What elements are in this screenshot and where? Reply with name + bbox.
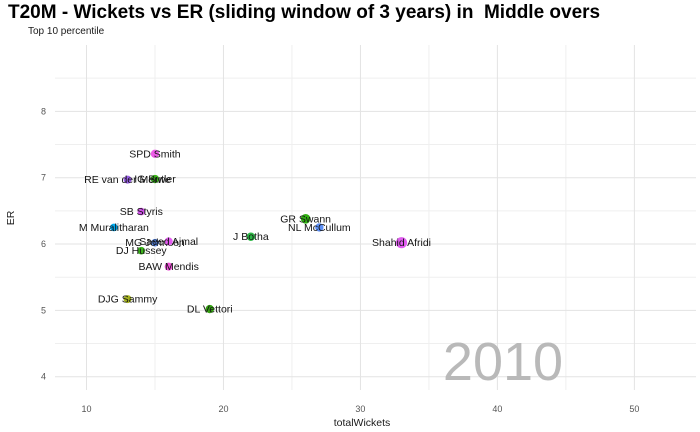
data-point [151, 238, 159, 247]
data-point [164, 237, 173, 246]
data-point [123, 175, 132, 184]
chart-title: T20M - Wickets vs ER (sliding window of … [8, 2, 601, 23]
data-point [246, 232, 256, 241]
data-point [164, 262, 173, 271]
y-tick-label: 4 [41, 372, 46, 382]
y-tick-label: 7 [41, 173, 46, 183]
data-point-label: J Botha [233, 231, 269, 243]
data-point-label: RE van der Merwe [84, 174, 171, 186]
data-point [315, 223, 324, 232]
data-point-label: SPD Smith [129, 148, 181, 160]
x-tick-label: 20 [218, 404, 228, 414]
data-point-label: DL Vettori [187, 304, 233, 316]
x-tick-label: 40 [492, 404, 502, 414]
data-point [150, 174, 160, 184]
data-point-label: GR Swann [280, 213, 331, 225]
data-point [205, 304, 214, 314]
y-tick-label: 5 [41, 305, 46, 315]
data-point-label: BAW Mendis [139, 261, 199, 273]
data-point [137, 207, 146, 216]
data-point-label: Saeed Ajmal [139, 236, 198, 248]
x-tick-label: 30 [355, 404, 365, 414]
data-point [137, 246, 146, 255]
x-tick-label: 10 [81, 404, 91, 414]
data-point-label: IG Butler [134, 174, 176, 186]
data-point-label: M Muralitharan [79, 222, 149, 234]
data-point-label: DJG Sammy [98, 294, 158, 306]
x-tick-label: 50 [629, 404, 639, 414]
data-point-label: NL McCullum [288, 222, 351, 234]
data-point [395, 237, 408, 249]
data-point [150, 149, 160, 159]
y-tick-label: 6 [41, 239, 46, 249]
data-point [123, 295, 132, 304]
data-point-label: Shahid Afridi [372, 237, 431, 249]
y-axis-title: ER [5, 210, 17, 225]
data-point [300, 214, 311, 224]
y-tick-label: 8 [41, 106, 46, 116]
data-point-label: DJ Hussey [116, 245, 168, 257]
chart-subtitle: Top 10 percentile [28, 26, 105, 37]
watermark-year: 2010 [443, 332, 563, 392]
data-point-label: SB Styris [120, 206, 163, 218]
data-point [110, 223, 118, 232]
x-axis-title: totalWickets [334, 417, 391, 429]
